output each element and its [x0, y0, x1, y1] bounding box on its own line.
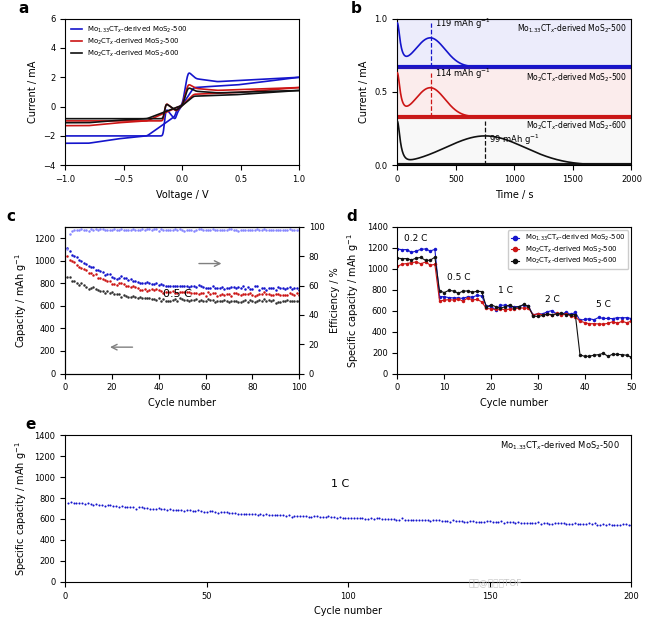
Text: d: d — [346, 209, 357, 224]
Text: 1 C: 1 C — [331, 478, 350, 488]
Bar — [397, 67, 631, 117]
Legend: Mo$_{1.33}$CT$_x$-derived MoS$_2$-500, Mo$_2$CT$_x$-derived MoS$_2$-500, Mo$_2$C: Mo$_{1.33}$CT$_x$-derived MoS$_2$-500, M… — [508, 230, 628, 269]
X-axis label: Voltage / V: Voltage / V — [156, 189, 208, 199]
Text: 0.2 C: 0.2 C — [404, 233, 428, 243]
Y-axis label: Current / mA: Current / mA — [359, 61, 369, 123]
Y-axis label: Current / mA: Current / mA — [27, 61, 38, 123]
Text: 知乎@材料君TOF: 知乎@材料君TOF — [468, 578, 521, 587]
Text: 5 C: 5 C — [596, 300, 611, 309]
Bar — [397, 19, 631, 67]
Text: Mo$_{1.33}$CT$_x$-derived MoS$_2$-500: Mo$_{1.33}$CT$_x$-derived MoS$_2$-500 — [500, 439, 620, 452]
Text: 2 C: 2 C — [544, 295, 559, 305]
Text: 0.5 C: 0.5 C — [447, 274, 470, 282]
Text: e: e — [25, 417, 36, 432]
Text: c: c — [7, 209, 16, 224]
Text: 119 mAh g$^{-1}$: 119 mAh g$^{-1}$ — [435, 17, 491, 32]
Text: Mo$_{1.33}$CT$_x$-derived MoS$_2$-500: Mo$_{1.33}$CT$_x$-derived MoS$_2$-500 — [518, 23, 627, 35]
X-axis label: Cycle number: Cycle number — [148, 398, 216, 408]
Text: a: a — [18, 1, 29, 15]
Text: 114 mAh g$^{-1}$: 114 mAh g$^{-1}$ — [435, 67, 491, 81]
Text: 0.5 C: 0.5 C — [163, 289, 192, 299]
X-axis label: Cycle number: Cycle number — [480, 398, 548, 408]
Bar — [397, 117, 631, 165]
Legend: Mo$_{1.33}$CT$_x$-derived MoS$_2$-500, Mo$_2$CT$_x$-derived MoS$_2$-500, Mo$_2$C: Mo$_{1.33}$CT$_x$-derived MoS$_2$-500, M… — [68, 22, 191, 62]
X-axis label: Cycle number: Cycle number — [314, 606, 382, 616]
Y-axis label: Specific capacity / mAh g$^{-1}$: Specific capacity / mAh g$^{-1}$ — [345, 233, 361, 368]
Text: Mo$_2$CT$_x$-derived MoS$_2$-600: Mo$_2$CT$_x$-derived MoS$_2$-600 — [526, 120, 627, 132]
Text: Mo$_2$CT$_x$-derived MoS$_2$-500: Mo$_2$CT$_x$-derived MoS$_2$-500 — [526, 71, 627, 84]
Y-axis label: Efficiency / %: Efficiency / % — [330, 267, 340, 333]
Y-axis label: Specific capacity / mAh g$^{-1}$: Specific capacity / mAh g$^{-1}$ — [13, 441, 29, 576]
Text: 1 C: 1 C — [497, 286, 512, 295]
Text: 99 mAh g$^{-1}$: 99 mAh g$^{-1}$ — [489, 133, 539, 147]
X-axis label: Time / s: Time / s — [495, 189, 534, 199]
Y-axis label: Capacity / mAh g$^{-1}$: Capacity / mAh g$^{-1}$ — [13, 253, 29, 348]
Text: b: b — [351, 1, 361, 15]
